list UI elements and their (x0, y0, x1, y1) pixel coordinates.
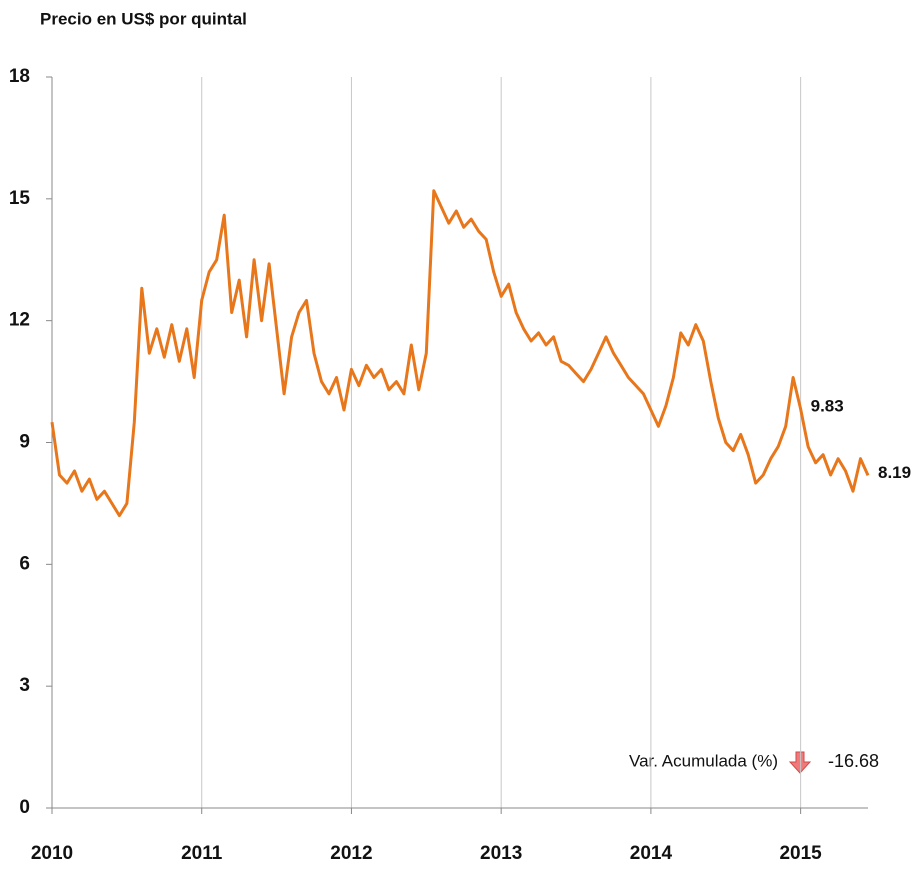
y-tick-label: 9 (19, 432, 30, 453)
chart-title: Precio en US$ por quintal (40, 9, 247, 28)
x-tick-label: 2010 (31, 843, 73, 864)
y-tick-label: 18 (9, 66, 30, 87)
x-tick-label: 2012 (330, 843, 372, 864)
data-label: 9.83 (811, 396, 844, 415)
summary-value: -16.68 (828, 751, 879, 771)
line (50, 189, 870, 518)
y-tick-label: 15 (9, 188, 31, 209)
summary-label: Var. Acumulada (%) (629, 751, 778, 770)
y-tick-label: 12 (9, 310, 30, 331)
data-label: 8.19 (878, 463, 911, 482)
x-tick-label: 2014 (630, 843, 673, 864)
y-tick-label: 0 (19, 797, 30, 818)
x-tick-label: 2011 (181, 843, 223, 864)
down-arrow (788, 751, 812, 774)
y-tick-label: 6 (19, 553, 30, 574)
y-tick-label: 3 (19, 675, 30, 696)
x-tick-label: 2015 (779, 843, 822, 864)
x-tick-label: 2013 (480, 843, 522, 864)
